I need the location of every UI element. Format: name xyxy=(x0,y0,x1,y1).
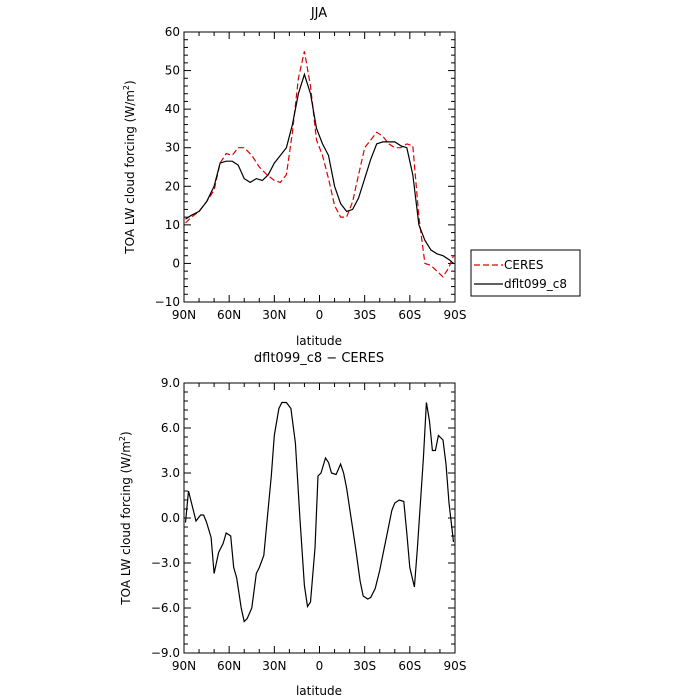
bottom-y-tick-label: −9.0 xyxy=(151,646,180,660)
bottom-plot-area: −9.0 −6.0 −3.0 0.0 3.0 6.0 9.0 90N 60N 30N 0 30S 60S… xyxy=(151,376,467,673)
bottom-x-tick-label: 90S xyxy=(444,659,467,673)
bottom-x-tick-label: 0 xyxy=(316,659,324,673)
top-plot-area: −10 0 10 20 30 40 50 60 90N 60N 30N 0 30S 60S 90S xyxy=(155,25,467,322)
legend-label-dflt099-c8: dflt099_c8 xyxy=(504,277,567,291)
top-chart-title: JJA xyxy=(310,6,327,21)
top-y-tick-label: 50 xyxy=(165,64,180,78)
bottom-x-tick-label: 60S xyxy=(398,659,421,673)
top-x-tick-label: 30N xyxy=(262,308,286,322)
bottom-x-tick-label: 30N xyxy=(262,659,286,673)
svg-text:TOA LW cloud forcing (W/m2): TOA LW cloud forcing (W/m2) xyxy=(118,431,133,605)
bottom-y-tick-label: 0.0 xyxy=(161,511,180,525)
top-x-tick-label: 60S xyxy=(398,308,421,322)
bottom-y-tick-label: −3.0 xyxy=(151,556,180,570)
top-legend: CERES dflt099_c8 xyxy=(470,249,581,297)
bottom-difference-line xyxy=(184,401,455,623)
top-x-tick-label: 0 xyxy=(316,308,324,322)
top-y-tick-label: 60 xyxy=(165,25,180,39)
top-y-tick-label: 0 xyxy=(172,256,180,270)
series-line-dflt099-c8 xyxy=(185,72,454,264)
bottom-y-tick-label: 9.0 xyxy=(161,376,180,390)
top-panel: JJA TOA LW cloud forcing (W/m2) −10 0 10 20… xyxy=(122,6,581,348)
top-y-tick-label: 40 xyxy=(165,102,180,116)
bottom-axes-frame xyxy=(183,382,456,654)
bottom-x-tick-label: 60N xyxy=(217,659,241,673)
series-line-ceres xyxy=(185,51,455,278)
top-y-tick-label: 30 xyxy=(165,141,180,155)
bottom-chart-title: dflt099_c8 − CERES xyxy=(254,351,384,366)
bottom-x-tick-label: 90N xyxy=(172,659,196,673)
bottom-y-tick-label: 3.0 xyxy=(161,466,180,480)
bottom-x-tick-label: 30S xyxy=(353,659,376,673)
top-y-tick-label: 10 xyxy=(165,218,180,232)
legend-frame xyxy=(470,249,581,297)
top-y-tick-label: 20 xyxy=(165,179,180,193)
top-y-axis-label: TOA LW cloud forcing (W/m2) xyxy=(122,80,137,254)
legend-label-ceres: CERES xyxy=(504,258,544,272)
svg-text:TOA LW cloud forcing (W/m2): TOA LW cloud forcing (W/m2) xyxy=(122,80,137,254)
bottom-y-tick-label: 6.0 xyxy=(161,421,180,435)
top-y-tick-label: −10 xyxy=(155,295,180,309)
top-x-axis-label: latitude xyxy=(296,334,342,348)
bottom-y-tick-label: −6.0 xyxy=(151,601,180,615)
top-x-tick-label: 60N xyxy=(217,308,241,322)
top-x-tick-label: 30S xyxy=(353,308,376,322)
bottom-x-axis-label: latitude xyxy=(296,684,342,698)
top-x-tick-label: 90S xyxy=(444,308,467,322)
bottom-panel: dflt099_c8 − CERES TOA LW cloud forcing … xyxy=(118,351,466,698)
bottom-y-axis-label: TOA LW cloud forcing (W/m2) xyxy=(118,431,133,605)
top-x-tick-label: 90N xyxy=(172,308,196,322)
